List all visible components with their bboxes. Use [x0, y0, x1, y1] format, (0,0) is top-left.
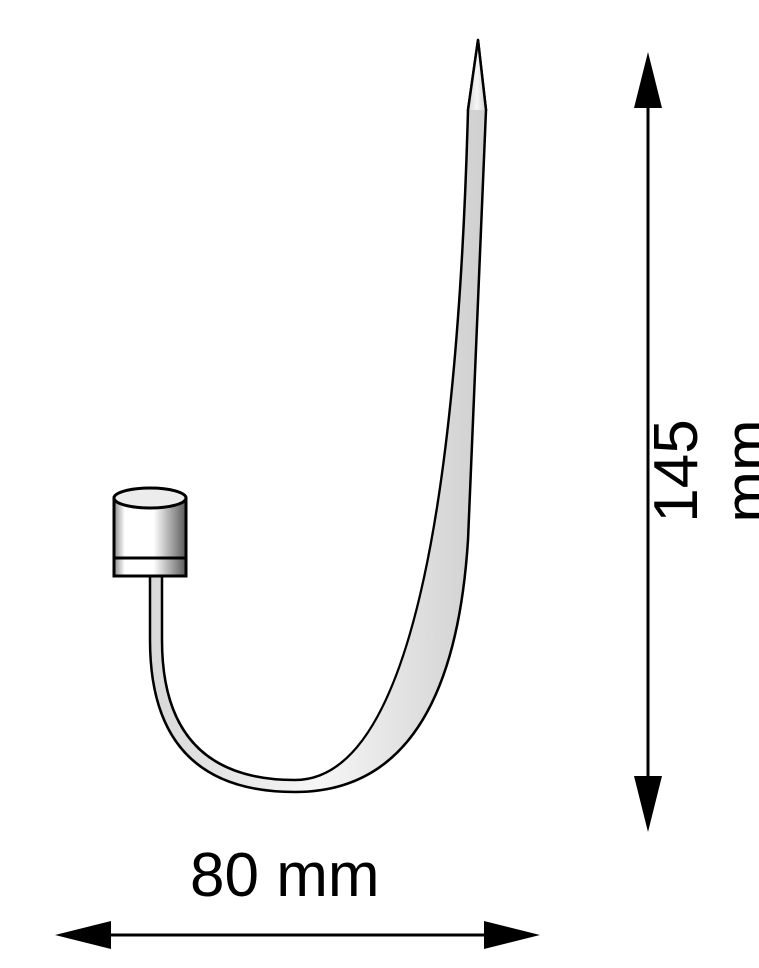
height-dimension-label: 145 mm — [641, 361, 759, 581]
hook-shape — [114, 40, 486, 792]
height-value-text: 145 mm — [642, 419, 759, 522]
width-value-text: 80 mm — [190, 841, 379, 910]
width-dimension-label: 80 mm — [190, 840, 379, 911]
width-dimension-arrow — [55, 921, 540, 949]
